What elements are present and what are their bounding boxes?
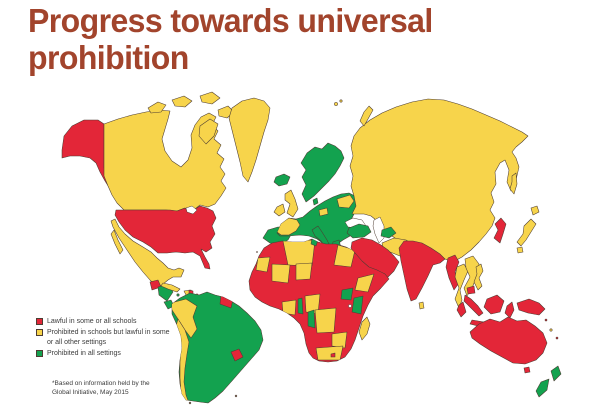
legend-item: Prohibited in all settings bbox=[36, 349, 174, 359]
region-kenya bbox=[351, 295, 364, 315]
region-group-north-america bbox=[61, 91, 271, 311]
region-baja-california bbox=[110, 229, 124, 255]
region-turkey bbox=[346, 223, 372, 239]
region-pacific-island bbox=[544, 318, 548, 322]
region-usa bbox=[114, 205, 217, 270]
page-title: Progress towards universal prohibition bbox=[28, 2, 433, 76]
region-colombia-peru bbox=[172, 298, 198, 339]
region-cuba bbox=[160, 282, 181, 293]
region-turkmenistan bbox=[380, 226, 397, 239]
caspian-sea bbox=[372, 216, 385, 244]
region-pacific-island bbox=[555, 336, 559, 340]
region-sumatra bbox=[463, 294, 484, 317]
region-cambodia bbox=[466, 285, 476, 295]
region-dr-congo bbox=[314, 307, 337, 334]
region-pacific-island bbox=[549, 328, 553, 332]
region-ethiopia bbox=[354, 273, 375, 293]
region-canary-islands bbox=[256, 251, 258, 253]
region-tasmania bbox=[523, 366, 531, 374]
map-legend: Lawful in some or all schools Prohibited … bbox=[36, 317, 174, 360]
region-australia bbox=[469, 316, 548, 365]
region-baffin-island bbox=[198, 118, 219, 145]
region-paraguay bbox=[230, 348, 244, 362]
region-borneo bbox=[483, 294, 505, 315]
legend-label: Prohibited in schools but lawful in some… bbox=[47, 329, 170, 346]
region-south-america bbox=[171, 291, 264, 404]
region-madagascar bbox=[358, 316, 371, 341]
page-title-line2: prohibition bbox=[28, 39, 189, 76]
region-zambia-zimbabwe bbox=[331, 331, 348, 349]
legend-swatch bbox=[36, 329, 43, 336]
region-group-africa bbox=[248, 238, 390, 363]
legend-swatch bbox=[36, 318, 43, 325]
region-ghana-ivory-coast bbox=[281, 299, 297, 316]
region-lesotho bbox=[330, 352, 336, 358]
region-togo-benin bbox=[297, 297, 304, 315]
region-uk bbox=[284, 189, 299, 218]
great-lakes bbox=[185, 205, 198, 215]
region-sakhalin bbox=[509, 172, 518, 195]
region-japan-kyushu bbox=[516, 246, 524, 254]
footnote-line2: Global Initiative, May 2015 bbox=[52, 389, 129, 396]
region-algeria bbox=[282, 239, 316, 267]
region-south-africa bbox=[315, 345, 344, 361]
region-iceland bbox=[273, 173, 291, 187]
region-congo bbox=[307, 309, 316, 329]
region-arctic-island bbox=[171, 95, 193, 108]
region-new-guinea bbox=[516, 298, 546, 316]
legend-swatch bbox=[36, 350, 43, 357]
region-mexico bbox=[110, 218, 185, 287]
region-sri-lanka bbox=[418, 301, 425, 310]
legend-label: Lawful in some or all schools bbox=[47, 318, 137, 325]
region-group-south-america bbox=[171, 291, 264, 405]
region-group-europe bbox=[262, 142, 372, 254]
region-arctic-island bbox=[147, 101, 167, 114]
region-jamaica bbox=[176, 293, 180, 297]
region-falkland-islands bbox=[234, 394, 238, 398]
region-svalbard bbox=[339, 99, 343, 103]
region-niger bbox=[295, 262, 313, 281]
region-greenland bbox=[228, 97, 271, 183]
region-india-pakistan bbox=[398, 240, 446, 302]
region-mali bbox=[271, 263, 291, 284]
lake-victoria bbox=[348, 304, 352, 308]
region-scandinavia bbox=[300, 142, 345, 203]
region-group-southeast-asia-oceania bbox=[445, 254, 562, 398]
legend-label: Prohibited in all settings bbox=[47, 350, 121, 357]
region-new-zealand-north bbox=[550, 365, 562, 382]
legend-item: Lawful in some or all schools bbox=[36, 317, 174, 327]
region-korea bbox=[493, 217, 507, 244]
region-novaya-zemlya bbox=[359, 105, 374, 127]
region-western-sahara bbox=[255, 256, 271, 273]
footnote-line1: *Based on information held by the bbox=[52, 380, 150, 387]
region-japan-hokkaido bbox=[530, 205, 540, 216]
region-arctic-island bbox=[199, 91, 221, 105]
legend-item: Prohibited in schools but lawful in some… bbox=[36, 328, 174, 348]
region-malay-peninsula bbox=[456, 301, 467, 318]
region-denmark bbox=[312, 197, 319, 206]
region-japan-honshu bbox=[516, 218, 537, 247]
region-tierra-del-fuego bbox=[188, 401, 192, 405]
source-footnote: *Based on information held by the Global… bbox=[52, 379, 150, 397]
region-south-sudan bbox=[340, 287, 354, 301]
region-czech-slovakia bbox=[318, 207, 329, 217]
page-title-line1: Progress towards universal bbox=[28, 2, 433, 39]
region-group-asia bbox=[334, 98, 540, 310]
region-philippines bbox=[473, 263, 484, 291]
region-belarus-baltics bbox=[336, 194, 355, 209]
region-new-zealand-south bbox=[535, 378, 550, 398]
region-sulawesi bbox=[504, 301, 515, 319]
region-svalbard bbox=[334, 102, 338, 106]
region-ireland bbox=[273, 203, 286, 217]
